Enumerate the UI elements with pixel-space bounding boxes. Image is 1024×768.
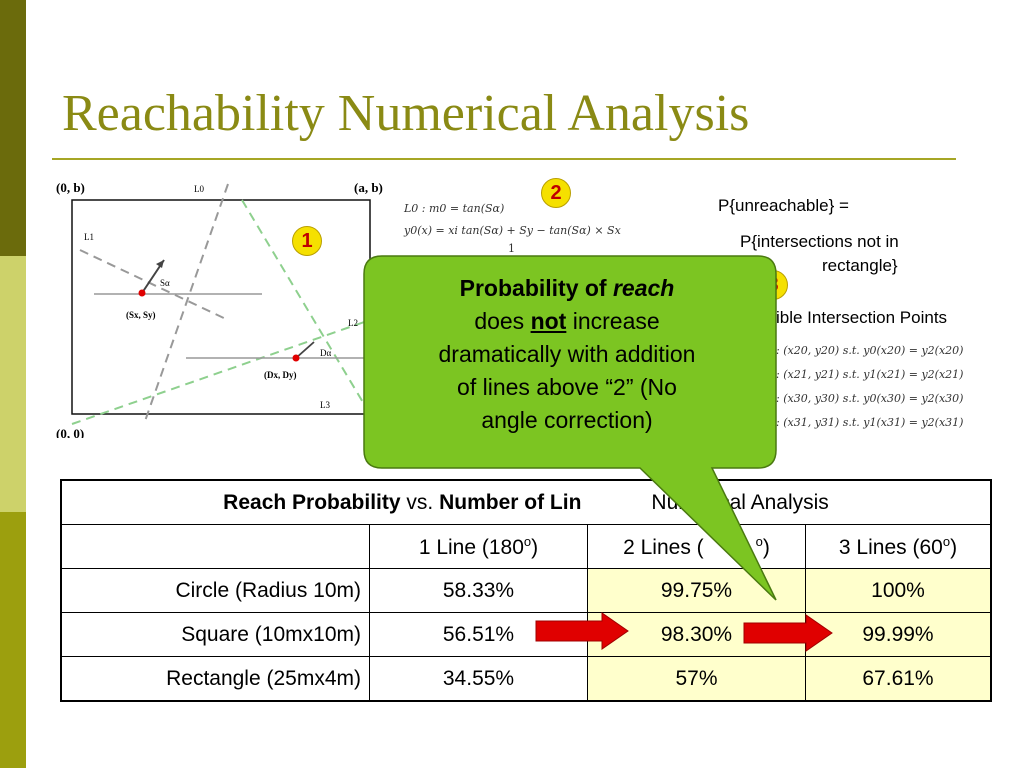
label-d-alpha: Dα xyxy=(320,348,331,358)
label-s-alpha: Sα xyxy=(160,278,170,288)
label-l1: L1 xyxy=(84,232,94,242)
eq-right-4: : (x31, y31) s.t. y1(x31) = y2(x31) xyxy=(776,416,963,429)
line-l3 xyxy=(71,319,371,425)
label-d-point: (Dx, Dy) xyxy=(264,370,297,380)
label-s-point: (Sx, Sy) xyxy=(126,310,156,320)
equations-top: L0 : m0 = tan(Sα) y0(x) = xi tan(Sα) + S… xyxy=(403,202,622,255)
row-label: Square (10mx10m) xyxy=(60,612,370,657)
p-unreachable-label: P{unreachable} = xyxy=(718,196,849,215)
d-direction-arrow xyxy=(295,341,315,359)
callout-text: Probability of reach does not increase d… xyxy=(438,275,696,433)
table-row: Square (10mx10m) 56.51% 98.30% 99.99% xyxy=(60,612,992,657)
cell-value: 56.51% xyxy=(369,612,588,657)
header-3-lines: 3 Lines (60o) xyxy=(805,524,992,569)
title-rule xyxy=(52,158,956,160)
slide-title: Reachability Numerical Analysis xyxy=(62,85,750,142)
corner-tl: (0, b) xyxy=(56,180,85,195)
badge-2: 2 xyxy=(541,178,571,208)
eq-line-1: L0 : m0 = tan(Sα) xyxy=(403,202,504,215)
eq-right-2: : (x21, y21) s.t. y1(x21) = y2(x21) xyxy=(776,368,963,381)
cell-value: 57% xyxy=(587,656,806,702)
red-arrow-right-icon xyxy=(535,612,629,650)
equations-right: : (x20, y20) s.t. y0(x20) = y2(x20) : (x… xyxy=(776,344,963,429)
side-band-middle xyxy=(0,256,26,512)
corner-bl: (0, 0) xyxy=(56,426,84,438)
label-l3: L3 xyxy=(320,400,330,410)
corner-tr: (a, b) xyxy=(354,180,383,195)
red-arrow-right-icon xyxy=(743,614,833,652)
row-label: Rectangle (25mx4m) xyxy=(60,656,370,702)
point-d xyxy=(292,354,300,362)
title-reach-probability: Reach Probability xyxy=(223,490,401,514)
p-intersections-label: P{intersections not in xyxy=(740,232,899,251)
cell-value: 67.61% xyxy=(805,656,992,702)
eq-right-3: : (x30, y30) s.t. y0(x30) = y2(x30) xyxy=(776,392,963,405)
eq-line-2: y0(x) = xi tan(Sα) + Sy − tan(Sα) × Sx xyxy=(403,224,622,237)
line-green-2 xyxy=(241,199,371,415)
cell-value: 99.99% xyxy=(805,612,992,657)
side-band-top xyxy=(0,0,26,256)
badge-1: 1 xyxy=(292,226,322,256)
cell-value: 34.55% xyxy=(369,656,588,702)
line-l1 xyxy=(79,249,229,321)
side-band-bottom xyxy=(0,512,26,768)
label-l2: L2 xyxy=(348,318,358,328)
table-row: Rectangle (25mx4m) 34.55% 57% 67.61% xyxy=(60,656,992,702)
eq-line-3: 1 xyxy=(508,242,515,255)
p-rectangle-label: rectangle} xyxy=(822,256,898,275)
label-l0: L0 xyxy=(194,184,204,194)
possible-points-label: ible Intersection Points xyxy=(776,308,948,327)
line-l0 xyxy=(143,183,229,425)
point-s xyxy=(138,289,146,297)
cell-value: 100% xyxy=(805,568,992,613)
row-label: Circle (Radius 10m) xyxy=(60,568,370,613)
header-empty xyxy=(60,524,370,569)
eq-right-1: : (x20, y20) s.t. y0(x20) = y2(x20) xyxy=(776,344,963,357)
